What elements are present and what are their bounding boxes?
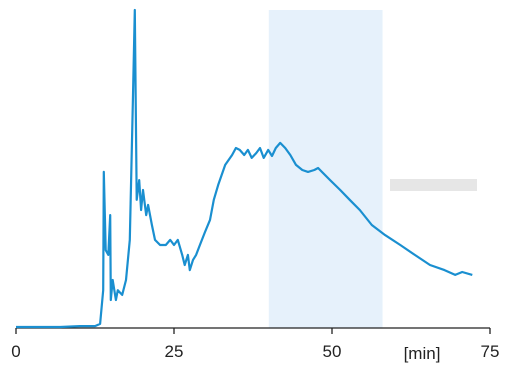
x-tick-label: 0	[11, 342, 20, 361]
shaded-region	[268, 10, 383, 328]
x-tick-label: 25	[165, 342, 184, 361]
x-tick-label: 75	[481, 342, 500, 361]
legend-placeholder	[390, 179, 477, 191]
data-line	[16, 8, 473, 329]
x-axis-label: [min]	[404, 344, 441, 363]
x-tick-label: 50	[323, 342, 342, 361]
